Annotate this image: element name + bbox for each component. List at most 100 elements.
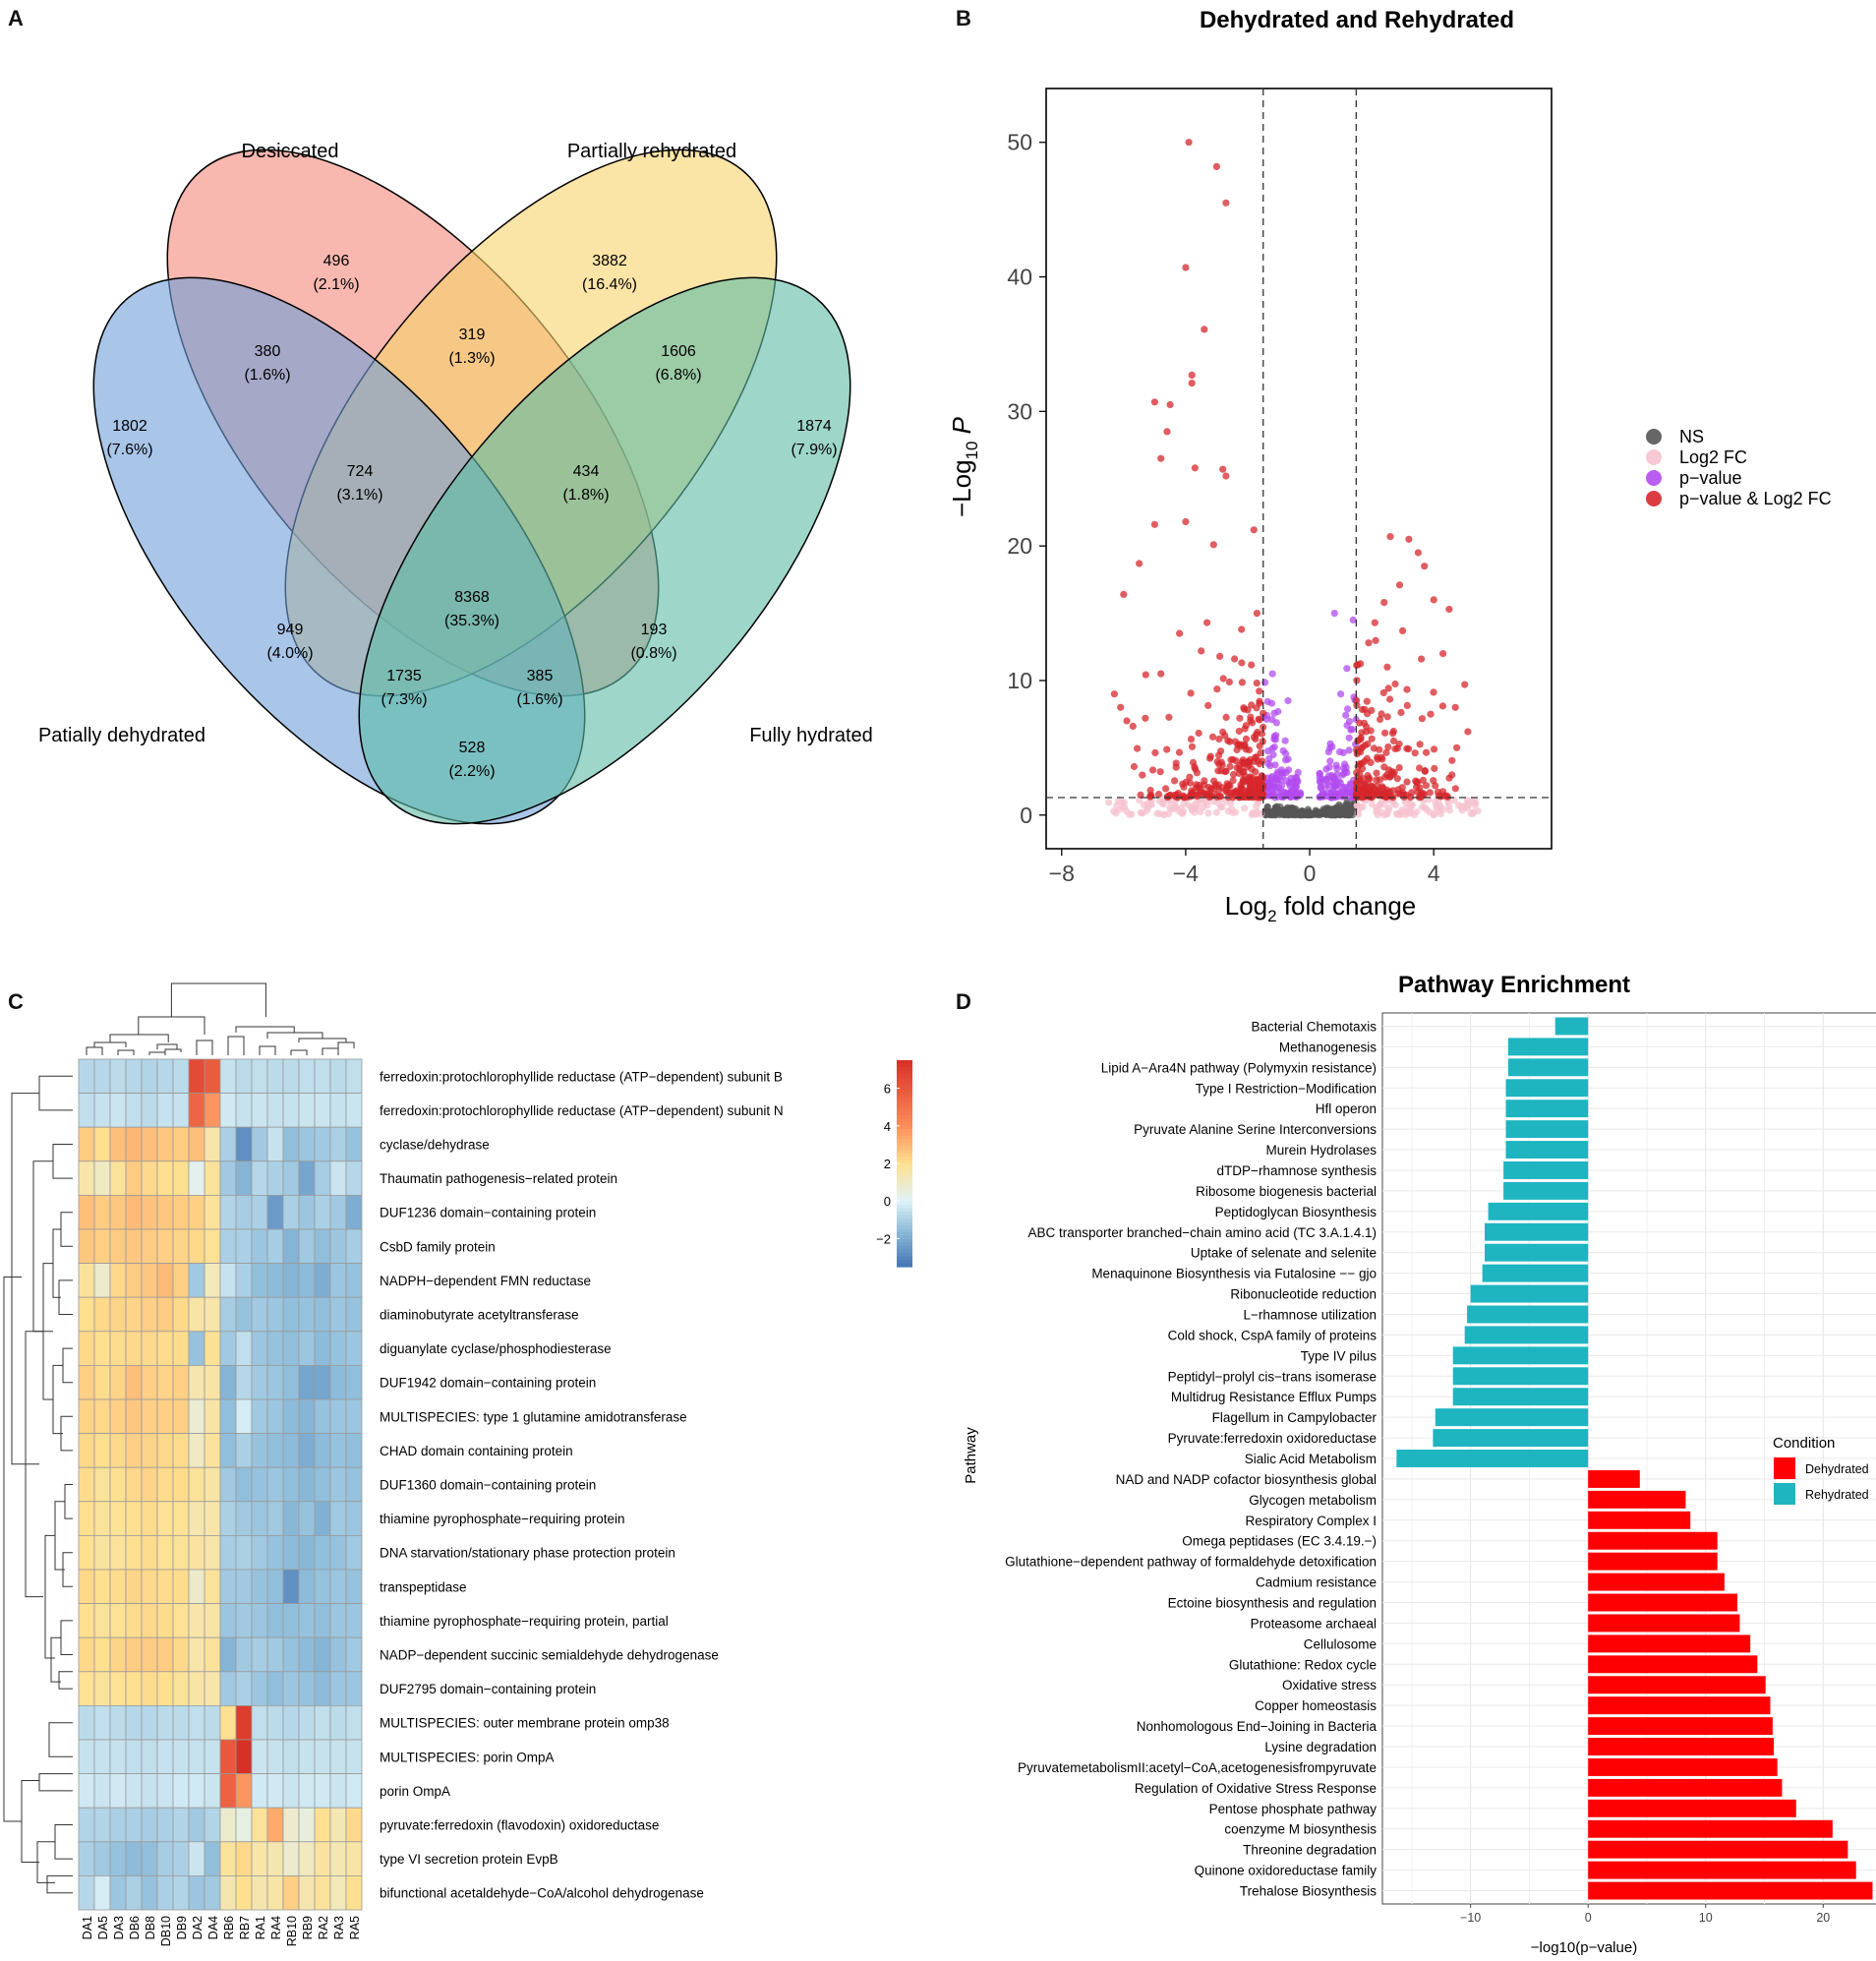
- heatmap-col-label: DA3: [112, 1916, 126, 1939]
- heatmap-cell: [204, 1160, 221, 1196]
- pathway-label: Glycogen metabolism: [1249, 1493, 1377, 1508]
- heatmap-cell: [109, 1093, 127, 1128]
- heatmap-col-dendrogram-link: [86, 1046, 103, 1055]
- heatmap-row-dendrogram-link: [60, 1620, 73, 1655]
- venn-region-count-d: 496: [323, 253, 350, 269]
- heatmap-cell: [266, 1569, 284, 1604]
- volcano-point: [1263, 803, 1271, 811]
- volcano-point: [1430, 777, 1437, 785]
- heatmap-cell: [345, 1331, 363, 1366]
- pathway-bar: [1503, 1161, 1589, 1179]
- heatmap-cell: [235, 1398, 253, 1434]
- pathway-bar: [1464, 1326, 1589, 1344]
- heatmap-cell: [219, 1194, 237, 1230]
- volcano-point: [1226, 738, 1234, 745]
- heatmap-cell: [329, 1263, 347, 1298]
- heatmap-cell: [251, 1331, 268, 1366]
- heatmap-cell: [251, 1535, 268, 1571]
- heatmap-cell: [314, 1535, 331, 1571]
- heatmap-cell: [188, 1569, 205, 1604]
- heatmap-cell: [78, 1331, 95, 1366]
- heatmap-row-label: pyruvate:ferredoxin (flavodoxin) oxidore…: [380, 1818, 659, 1833]
- heatmap-cell: [204, 1807, 221, 1843]
- heatmap-cell: [298, 1058, 316, 1094]
- volcano-point: [1166, 400, 1174, 409]
- heatmap-cell: [93, 1228, 111, 1264]
- heatmap-row-label: ferredoxin:protochlorophyllide reductase…: [380, 1069, 783, 1084]
- volcano-point: [1368, 735, 1376, 743]
- volcano-point: [1250, 526, 1258, 534]
- volcano-point: [1184, 801, 1192, 809]
- volcano-point: [1201, 777, 1208, 785]
- volcano-point: [1346, 780, 1354, 788]
- heatmap-cell: [109, 1398, 127, 1434]
- heatmap-cell: [314, 1603, 331, 1638]
- heatmap-cell: [204, 1501, 221, 1536]
- heatmap-cell: [298, 1569, 316, 1604]
- volcano-point: [1212, 808, 1220, 816]
- heatmap-cell: [282, 1194, 300, 1230]
- volcano-point: [1342, 711, 1350, 719]
- heatmap-cell: [251, 1671, 268, 1706]
- volcano-xtick-label: −8: [1049, 861, 1075, 886]
- heatmap-cell: [125, 1093, 143, 1128]
- heatmap-cell: [93, 1671, 111, 1706]
- volcano-point: [1215, 760, 1223, 768]
- heatmap-cell: [172, 1398, 190, 1434]
- venn-region-count-rf: 1606: [661, 343, 696, 360]
- colorbar-segment: [897, 1205, 912, 1210]
- heatmap-cell: [156, 1875, 174, 1911]
- volcano-point: [1157, 670, 1165, 678]
- volcano-point: [1253, 680, 1260, 687]
- heatmap-cell: [172, 1263, 190, 1298]
- volcano-point: [1330, 610, 1338, 618]
- heatmap-cell: [219, 1160, 237, 1196]
- volcano-point: [1219, 465, 1227, 473]
- volcano-point: [1151, 748, 1159, 757]
- volcano-point: [1403, 685, 1411, 693]
- volcano-point: [1185, 139, 1193, 147]
- volcano-point: [1200, 803, 1207, 811]
- heatmap-cell: [235, 1569, 253, 1604]
- heatmap-cell: [204, 1364, 221, 1400]
- heatmap-cell: [204, 1263, 221, 1298]
- volcano-xtick-label: 0: [1304, 861, 1317, 886]
- heatmap-cell: [219, 1398, 237, 1434]
- heatmap-cell: [345, 1875, 363, 1911]
- volcano-point: [1229, 770, 1238, 779]
- heatmap-cell: [93, 1364, 111, 1400]
- heatmap-cell: [235, 1466, 253, 1503]
- heatmap-col-dendrogram-link: [235, 1026, 295, 1033]
- volcano-point: [1406, 808, 1414, 816]
- heatmap-cell: [314, 1263, 331, 1298]
- volcano-point: [1395, 581, 1404, 589]
- volcano-point: [1235, 727, 1243, 736]
- volcano-point: [1171, 777, 1179, 785]
- heatmap-col-dendrogram-link: [109, 1034, 169, 1042]
- colorbar-tick-label: −2: [876, 1231, 891, 1246]
- heatmap-cell: [235, 1603, 253, 1638]
- heatmap-cell: [93, 1263, 111, 1298]
- heatmap-cell: [329, 1501, 347, 1536]
- heatmap-cell: [125, 1807, 143, 1843]
- heatmap-cell: [141, 1501, 158, 1536]
- volcano-point: [1382, 793, 1390, 801]
- heatmap-cell: [298, 1364, 316, 1400]
- pathway-label: Respiratory Complex I: [1245, 1514, 1377, 1528]
- volcano-point: [1188, 371, 1196, 379]
- heatmap-cell: [298, 1126, 316, 1162]
- venn-region-pct-prf: (7.3%): [381, 691, 427, 708]
- volcano-legend-swatch: [1646, 449, 1662, 465]
- volcano-point: [1414, 549, 1422, 557]
- volcano-point: [1201, 326, 1208, 333]
- heatmap-cell: [93, 1569, 111, 1604]
- volcano-point: [1150, 398, 1158, 406]
- volcano-point: [1193, 784, 1201, 792]
- heatmap-cell: [156, 1093, 174, 1128]
- volcano-point: [1256, 697, 1263, 705]
- heatmap-cell: [345, 1194, 363, 1230]
- heatmap-row-dendrogram-link: [3, 1276, 22, 1822]
- volcano-point: [1114, 798, 1123, 805]
- pathway-label: Flagellum in Campylobacter: [1212, 1410, 1378, 1425]
- heatmap-col-dendrogram-link: [170, 982, 266, 1017]
